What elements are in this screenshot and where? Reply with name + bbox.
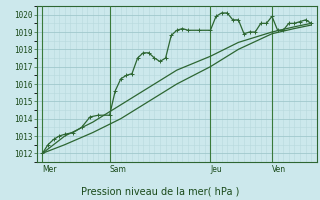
Text: Pression niveau de la mer( hPa ): Pression niveau de la mer( hPa )	[81, 186, 239, 196]
Text: Mer: Mer	[43, 165, 57, 174]
Text: Ven: Ven	[272, 165, 286, 174]
Text: Jeu: Jeu	[211, 165, 222, 174]
Text: Sam: Sam	[110, 165, 126, 174]
